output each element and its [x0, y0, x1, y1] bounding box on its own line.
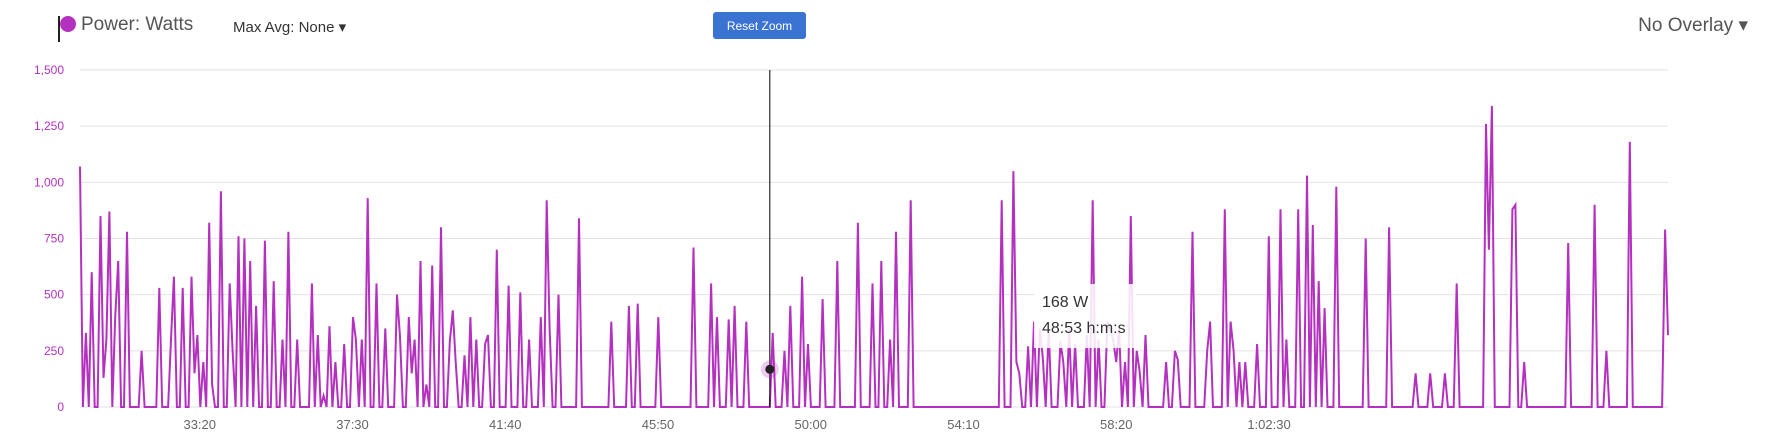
max-avg-dropdown[interactable]: Max Avg: None ▾: [233, 19, 347, 36]
y-tick-label: 0: [57, 400, 64, 414]
reset-zoom-button[interactable]: Reset Zoom: [713, 12, 806, 39]
overlay-dropdown[interactable]: No Overlay ▾: [1638, 15, 1748, 36]
x-tick-label: 1:02:30: [1247, 417, 1290, 432]
x-tick-label: 33:20: [183, 417, 216, 432]
hover-tooltip: 168 W 48:53 h:m:s: [1034, 284, 1136, 348]
x-tick-label: 41:40: [489, 417, 522, 432]
y-tick-label: 1,500: [34, 63, 64, 77]
y-tick-label: 1,250: [34, 119, 64, 133]
x-tick-label: 45:50: [642, 417, 675, 432]
y-tick-label: 1,000: [34, 175, 64, 189]
x-tick-label: 58:20: [1100, 417, 1133, 432]
series-color-dot[interactable]: [60, 16, 76, 32]
y-axis-ticks: 0 250 500 750 1,000 1,250 1,500: [34, 63, 64, 414]
hover-marker: [765, 364, 775, 374]
x-axis-ticks: 33:20 37:30 41:40 45:50 50:00 54:10 58:20 1:02:…: [183, 417, 1290, 432]
x-tick-label: 37:30: [336, 417, 369, 432]
y-tick-label: 250: [44, 344, 64, 358]
x-tick-label: 50:00: [794, 417, 827, 432]
tooltip-value: 168 W: [1042, 294, 1089, 311]
y-tick-label: 750: [44, 232, 64, 246]
y-tick-label: 500: [44, 288, 64, 302]
text-cursor: [58, 16, 60, 42]
series-label[interactable]: Power: Watts: [81, 14, 194, 35]
power-series-line: [79, 105, 1669, 408]
tooltip-time: 48:53 h:m:s: [1042, 320, 1126, 337]
x-tick-label: 54:10: [947, 417, 980, 432]
